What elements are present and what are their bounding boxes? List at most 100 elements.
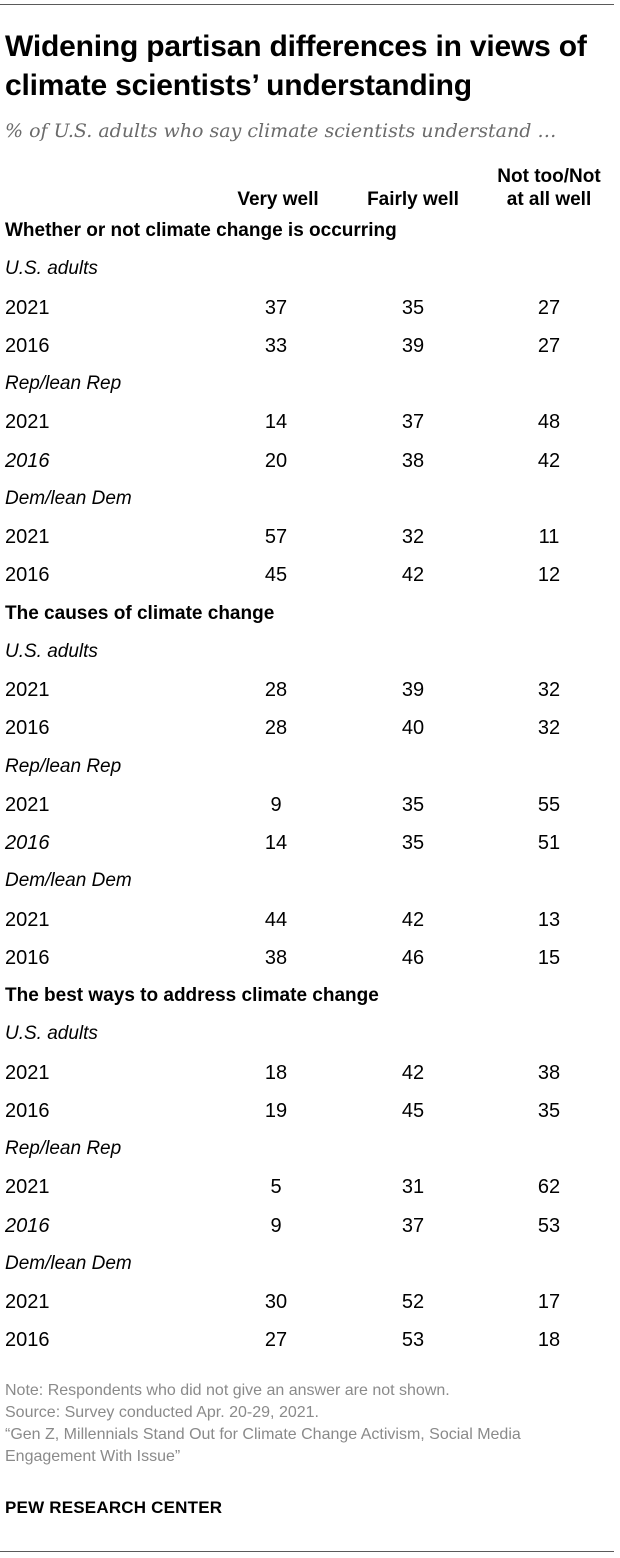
footer-report-title: “Gen Z, Millennials Stand Out for Climat… — [5, 1426, 521, 1465]
value-cell: 37 — [401, 1214, 425, 1237]
column-header-line: Fairly well — [367, 189, 459, 210]
value-cell: 27 — [537, 334, 561, 357]
value-cell: 38 — [264, 946, 288, 969]
value-cell: 20 — [264, 449, 288, 472]
value-cell: 31 — [401, 1176, 425, 1199]
value-cell: 30 — [264, 1291, 288, 1313]
group-row: Dem/lean Dem — [0, 860, 620, 898]
value-cell: 51 — [537, 832, 561, 854]
value-cell: 17 — [537, 1291, 561, 1313]
chart-title: Widening partisan differences in views o… — [5, 30, 587, 102]
group-row: Rep/lean Rep — [0, 363, 620, 401]
value-cell: 53 — [537, 1214, 561, 1237]
group-label: U.S. adults — [5, 1023, 98, 1045]
year-label: 2021 — [5, 526, 50, 548]
value-cell: 33 — [264, 334, 288, 357]
table-row: 2016 19 45 35 — [0, 1090, 620, 1128]
group-row: Rep/lean Rep — [0, 746, 620, 784]
group-label: Rep/lean Rep — [5, 755, 122, 777]
table-row: 2016 28 40 32 — [0, 707, 620, 745]
table-row: 2021 44 42 13 — [0, 899, 620, 937]
value-cell: 28 — [264, 717, 288, 740]
column-header-line: at all well — [506, 189, 592, 210]
value-cell: 15 — [537, 946, 561, 969]
table-row: 2016 9 37 53 — [0, 1205, 620, 1243]
group-label: Rep/lean Rep — [5, 373, 122, 394]
value-cell: 14 — [264, 411, 288, 434]
group-row: U.S. adults — [0, 631, 620, 669]
table-row: 2016 33 39 27 — [0, 325, 620, 363]
group-label: U.S. adults — [5, 258, 98, 280]
value-cell: 37 — [264, 296, 288, 319]
group-row: Rep/lean Rep — [0, 1128, 620, 1166]
section-label: Whether or not climate change is occurri… — [5, 220, 397, 241]
value-cell: 37 — [401, 411, 425, 434]
group-label: U.S. adults — [5, 640, 98, 662]
footer-note: Note: Respondents who did not give an an… — [5, 1382, 450, 1399]
section-row: Whether or not climate change is occurri… — [0, 210, 620, 248]
value-cell: 45 — [401, 1099, 425, 1122]
group-label: Rep/lean Rep — [5, 1138, 122, 1159]
value-cell: 42 — [401, 908, 425, 931]
value-cell: 38 — [537, 1061, 561, 1084]
group-label: Dem/lean Dem — [5, 1252, 132, 1274]
value-cell: 39 — [401, 679, 425, 701]
year-label: 2016 — [5, 564, 50, 587]
value-cell: 46 — [401, 946, 425, 969]
group-row: U.S. adults — [0, 248, 620, 286]
value-cell: 35 — [537, 1099, 561, 1122]
value-cell: 18 — [537, 1329, 561, 1352]
table-row: 2021 14 37 48 — [0, 401, 620, 439]
table-row: 2016 20 38 42 — [0, 440, 620, 478]
table-row: 2021 5 31 62 — [0, 1166, 620, 1204]
value-cell: 57 — [264, 526, 288, 548]
table-row: 2021 37 35 27 — [0, 287, 620, 325]
year-label: 2016 — [5, 946, 50, 969]
value-cell: 52 — [401, 1291, 425, 1313]
column-header-line: Very well — [237, 189, 319, 210]
column-header-not-too-well: Not too/Not at all well — [474, 165, 620, 211]
year-label: 2021 — [5, 411, 50, 434]
table-row: 2016 27 53 18 — [0, 1319, 620, 1357]
year-label: 2021 — [5, 793, 50, 816]
value-cell: 32 — [537, 679, 561, 701]
value-cell: 45 — [264, 564, 288, 587]
value-cell: 55 — [537, 793, 561, 816]
value-cell: 53 — [401, 1329, 425, 1352]
group-label: Dem/lean Dem — [5, 870, 132, 892]
section-label: The causes of climate change — [5, 602, 275, 624]
table-row: 2021 30 52 17 — [0, 1281, 620, 1319]
value-cell: 5 — [270, 1176, 282, 1199]
column-header-line: Not too/Not — [497, 166, 601, 187]
value-cell: 44 — [264, 908, 288, 931]
value-cell: 9 — [270, 1214, 282, 1237]
value-cell: 40 — [401, 717, 425, 740]
table-row: 2021 57 32 11 — [0, 516, 620, 554]
value-cell: 42 — [537, 449, 561, 472]
group-row: Dem/lean Dem — [0, 1243, 620, 1281]
group-row: U.S. adults — [0, 1013, 620, 1051]
table-row: 2016 45 42 12 — [0, 554, 620, 592]
footer: Note: Respondents who did not give an an… — [5, 1380, 605, 1468]
value-cell: 18 — [264, 1061, 288, 1084]
brand-logo-text: PEW RESEARCH CENTER — [5, 1498, 223, 1517]
table-row: 2021 9 35 55 — [0, 784, 620, 822]
value-cell: 48 — [537, 411, 561, 434]
value-cell: 42 — [401, 1061, 425, 1084]
value-cell: 27 — [537, 296, 561, 319]
value-cell: 28 — [264, 679, 288, 701]
year-label: 2016 — [5, 1329, 50, 1352]
year-label: 2016 — [5, 717, 50, 740]
year-label: 2021 — [5, 908, 50, 931]
data-table: Whether or not climate change is occurri… — [0, 210, 620, 1358]
group-row: Dem/lean Dem — [0, 478, 620, 516]
value-cell: 19 — [264, 1099, 288, 1122]
year-label: 2021 — [5, 296, 50, 319]
value-cell: 32 — [401, 526, 425, 548]
year-label: 2016 — [5, 449, 50, 472]
value-cell: 13 — [537, 908, 561, 931]
table-row: 2016 38 46 15 — [0, 937, 620, 975]
value-cell: 42 — [401, 564, 425, 587]
year-label: 2016 — [5, 832, 50, 854]
section-row: The best ways to address climate change — [0, 975, 620, 1013]
